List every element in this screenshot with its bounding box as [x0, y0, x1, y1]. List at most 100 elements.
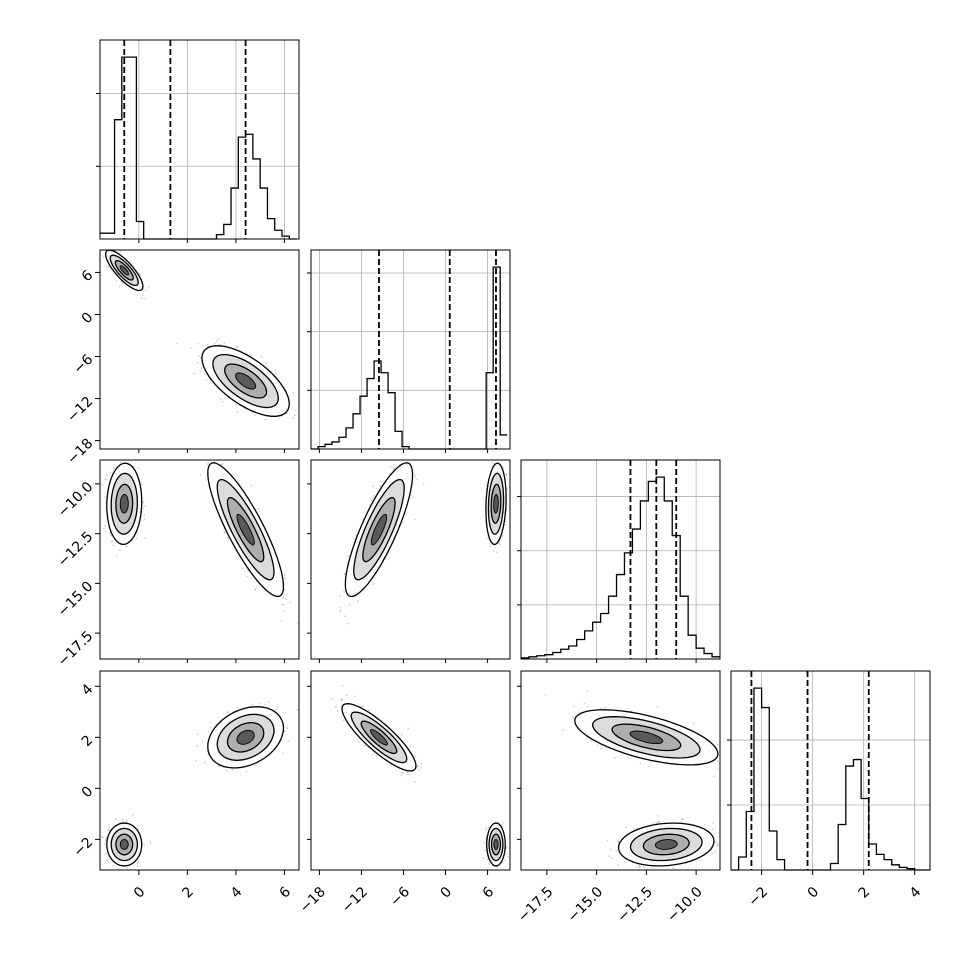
sample-point: [246, 576, 249, 578]
sample-point: [112, 544, 115, 547]
histogram-panel: [517, 459, 721, 660]
sample-point: [294, 409, 297, 412]
histogram-frame: [99, 39, 300, 240]
histogram-panel: [307, 249, 511, 450]
sample-point: [492, 549, 495, 552]
sample-point: [486, 537, 489, 540]
sample-point: [126, 866, 129, 869]
sample-point: [379, 484, 382, 487]
sample-point: [282, 597, 284, 599]
sample-point: [104, 530, 107, 533]
sample-point: [137, 467, 140, 469]
sample-point: [141, 828, 144, 830]
sample-point: [265, 362, 268, 364]
sample-point: [289, 601, 291, 604]
sample-point: [144, 505, 147, 507]
sample-point: [115, 279, 118, 282]
panel-body: [96, 240, 299, 421]
sample-point: [149, 840, 152, 843]
sample-point: [241, 567, 244, 570]
sample-point: [125, 545, 128, 548]
sample-point: [292, 417, 294, 419]
sample-point: [199, 357, 202, 360]
sample-point: [254, 589, 257, 591]
sample-point: [392, 467, 395, 470]
sample-point: [102, 256, 105, 258]
sample-point: [144, 297, 147, 300]
sample-point: [420, 451, 422, 453]
sample-point: [104, 853, 107, 856]
sample-point: [493, 458, 495, 460]
sample-point: [280, 619, 283, 622]
histogram-frame: [520, 459, 721, 660]
sample-point: [200, 367, 203, 369]
sample-point: [119, 461, 122, 464]
sample-point: [223, 531, 226, 534]
sample-point: [339, 610, 342, 613]
density-contour: [119, 265, 129, 276]
sample-point: [220, 463, 223, 466]
sample-point: [197, 343, 199, 345]
sample-point: [343, 573, 346, 576]
sample-point: [410, 494, 413, 497]
panel-frame: [99, 459, 300, 660]
sample-point: [402, 521, 405, 524]
sample-point: [285, 593, 288, 596]
sample-point: [422, 483, 425, 486]
sample-point: [284, 577, 286, 579]
sample-point: [105, 478, 108, 481]
sample-point: [372, 485, 375, 488]
sample-point: [144, 537, 146, 539]
sample-point: [143, 514, 146, 517]
sample-point: [296, 621, 299, 624]
density-panel: [99, 446, 300, 660]
density-contour: [235, 372, 257, 390]
sample-point: [489, 545, 492, 548]
sample-point: [103, 527, 105, 530]
sample-point: [499, 543, 502, 546]
sample-point: [96, 240, 98, 242]
sample-point: [380, 480, 383, 483]
sample-point: [141, 293, 144, 296]
sample-point: [389, 465, 392, 468]
sample-point: [501, 535, 504, 537]
sample-point: [348, 604, 351, 606]
panel-frame: [310, 459, 511, 660]
sample-point: [219, 398, 222, 401]
sample-point: [224, 344, 227, 347]
sample-point: [226, 536, 229, 539]
sample-point: [105, 267, 108, 269]
sample-point: [104, 496, 107, 498]
sample-point: [101, 245, 103, 247]
density-panel: [96, 240, 300, 450]
sample-point: [193, 372, 196, 375]
sample-point: [260, 355, 263, 358]
sample-point: [233, 549, 236, 552]
sample-point: [206, 343, 209, 346]
sample-point: [143, 518, 146, 520]
sample-point: [108, 824, 110, 827]
sample-point: [250, 577, 253, 579]
sample-point: [113, 467, 115, 469]
sample-point: [235, 404, 238, 407]
sample-point: [104, 478, 107, 480]
sample-point: [505, 473, 508, 476]
sample-point: [105, 474, 108, 476]
sample-point: [372, 583, 374, 585]
sample-point: [111, 541, 113, 543]
sample-point: [411, 442, 413, 444]
sample-point: [141, 511, 144, 513]
sample-point: [438, 445, 440, 447]
sample-point: [253, 414, 256, 416]
density-panel: [310, 442, 511, 660]
sample-point: [504, 524, 506, 526]
histogram-panel: [727, 670, 931, 871]
sample-point: [198, 446, 200, 448]
sample-point: [106, 859, 108, 862]
sample-point: [105, 837, 107, 840]
sample-point: [294, 414, 296, 416]
sample-point: [411, 453, 413, 455]
sample-point: [136, 824, 139, 827]
sample-point: [236, 410, 239, 413]
sample-point: [254, 588, 257, 591]
